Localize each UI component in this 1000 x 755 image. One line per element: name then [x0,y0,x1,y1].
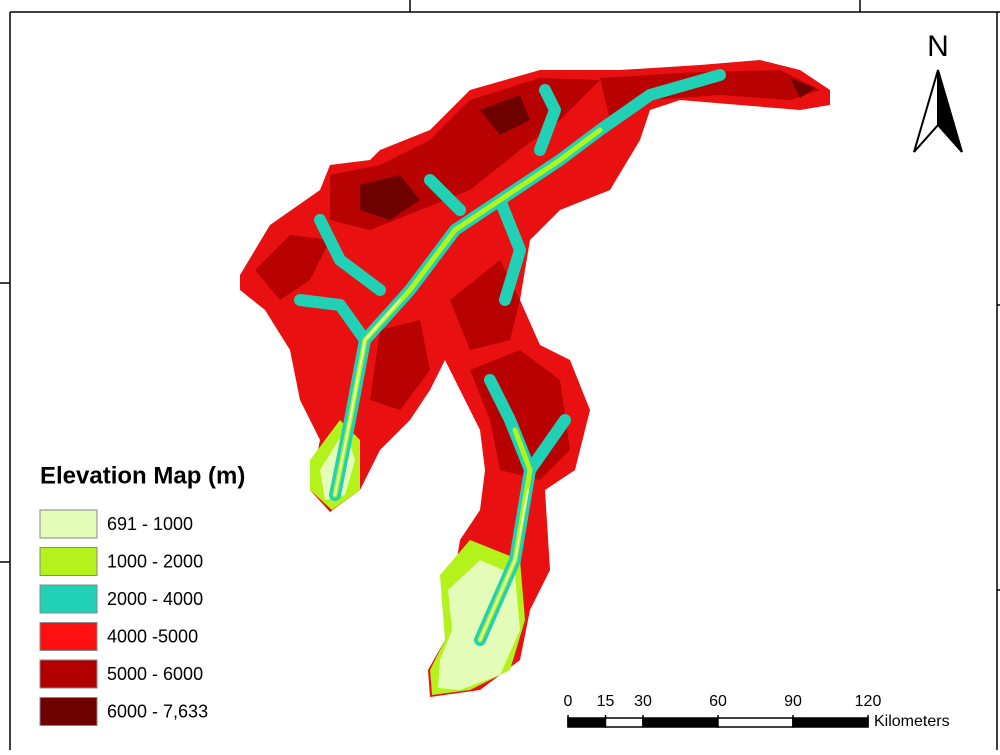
legend-label: 5000 - 6000 [107,664,203,684]
legend-title: Elevation Map (m) [40,462,245,489]
scale-segment [717,717,794,728]
basin [240,60,830,697]
legend-label: 6000 - 7,633 [107,701,208,721]
legend-label: 4000 -5000 [107,626,198,646]
legend-swatch [39,547,98,576]
legend: Elevation Map (m) 691 - 1000 1000 - 2000 2… [39,462,245,726]
legend-label: 2000 - 4000 [107,589,203,609]
scale-tick-label: 15 [597,693,615,710]
highest-elevation [360,78,815,220]
scale-segment [642,717,719,728]
scale-tick-label: 0 [564,693,573,710]
legend-swatch [39,697,98,726]
scale-tick-label: 120 [855,693,882,710]
north-arrow: N [913,30,963,153]
legend-swatch [39,584,98,614]
legend-swatch [39,659,98,689]
scale-tick-label: 60 [709,693,727,710]
scale-tick-label: 90 [784,693,802,710]
scale-unit: Kilometers [874,713,950,730]
legend-label: 691 - 1000 [107,514,193,534]
legend-label: 1000 - 2000 [107,551,203,571]
scale-segment [567,717,607,728]
north-label: N [927,30,949,63]
scale-segment [792,717,869,728]
scale-segment [604,717,644,728]
scale-bar: 0 15 30 60 90 120 Kilometers [564,693,950,730]
scale-tick-label: 30 [634,693,652,710]
legend-swatch [39,509,98,539]
legend-swatch [39,622,98,651]
rivers [294,69,726,646]
